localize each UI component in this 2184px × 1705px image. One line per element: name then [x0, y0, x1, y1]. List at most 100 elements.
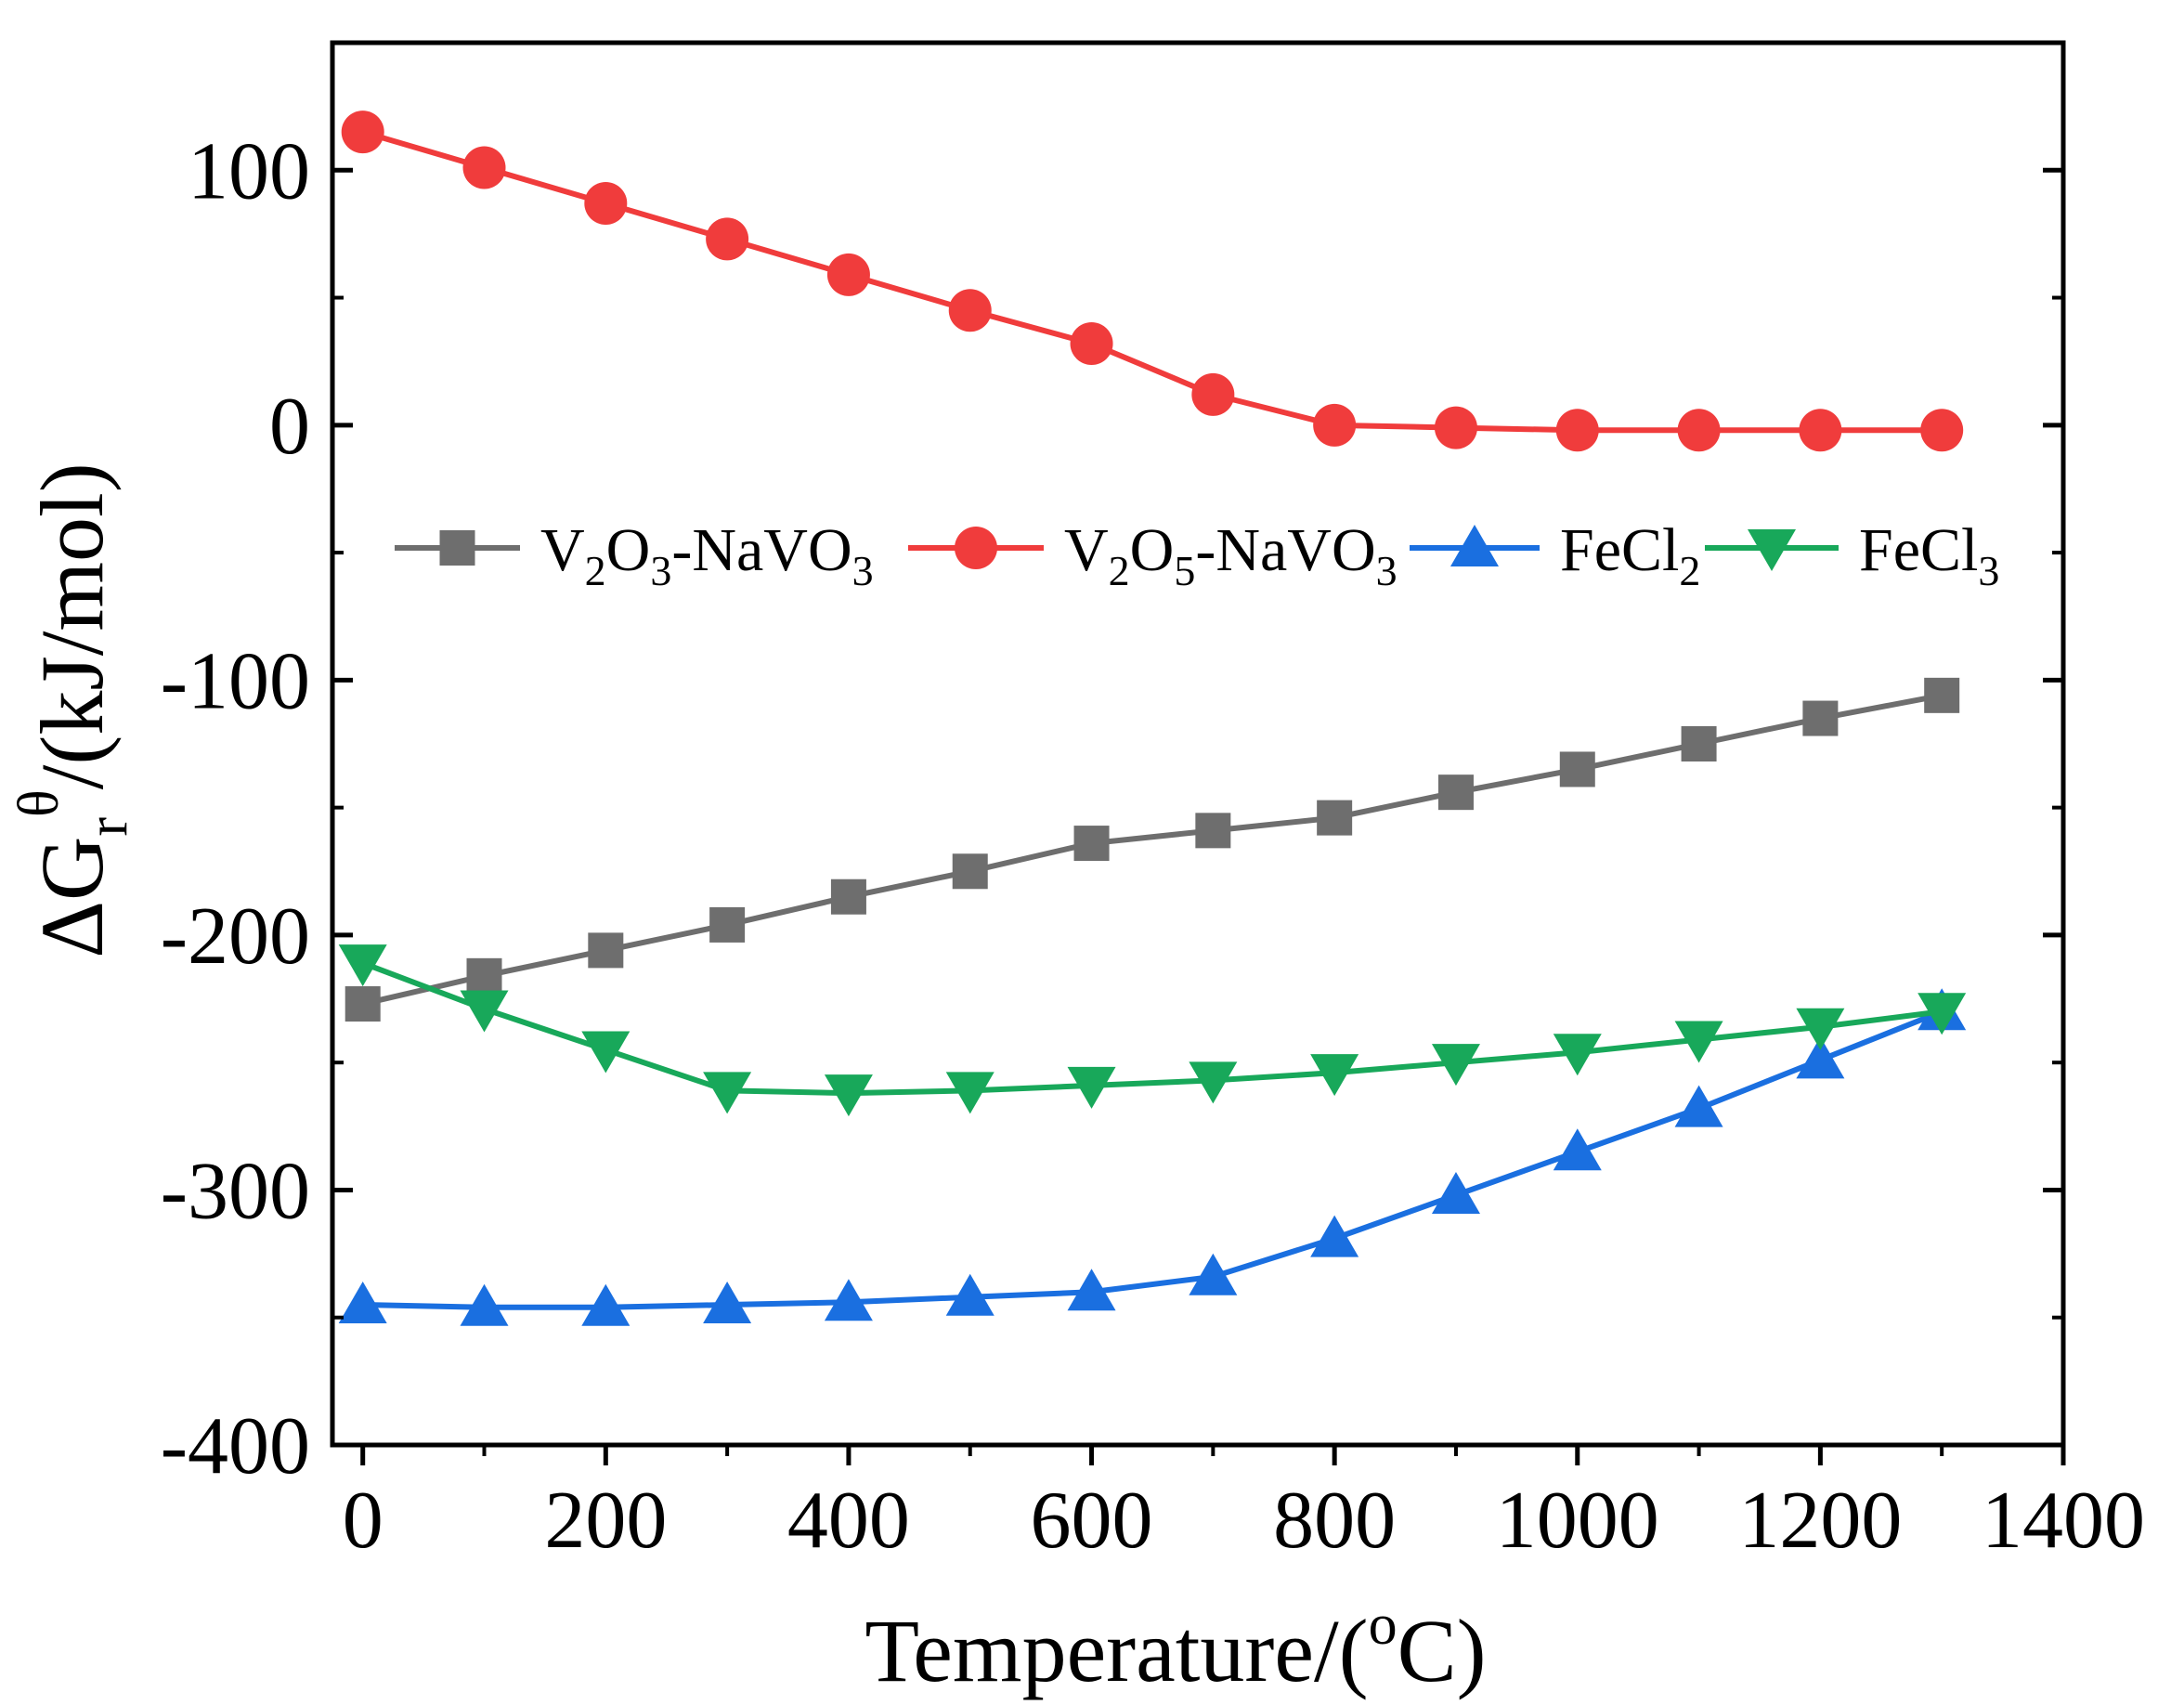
- data-point-fecl3-1300: [1918, 993, 1967, 1035]
- data-point-fecl2-600: [1067, 1269, 1116, 1311]
- data-point-fecl2-1200: [1796, 1036, 1845, 1079]
- x-tick-label: 800: [1273, 1476, 1396, 1566]
- data-point-v2o5-navo3-0: [341, 111, 384, 154]
- series-fecl3: [338, 944, 1967, 1117]
- x-tick-label: 400: [787, 1476, 910, 1566]
- data-point-v2o5-navo3-1000: [1555, 409, 1599, 452]
- data-point-fecl3-1100: [1674, 1021, 1723, 1063]
- x-tick-label: 1400: [1982, 1476, 2145, 1566]
- y-axis-title: ΔGrθ/(kJ/mol): [7, 462, 139, 957]
- x-tick-label: 1000: [1496, 1476, 1659, 1566]
- data-point-v2o5-navo3-1300: [1920, 409, 1964, 452]
- y-tick-label: -300: [161, 1146, 310, 1236]
- legend-label-v2o5-navo3: V2O5-NaVO3: [1064, 516, 1398, 594]
- y-axis-title-tail: /(kJ/mol): [22, 462, 122, 789]
- data-point-fecl3-1200: [1796, 1008, 1845, 1050]
- x-tick-label: 0: [343, 1476, 384, 1566]
- data-point-v2o3-navo3-1100: [1681, 726, 1717, 761]
- x-axis-title-main: Temperature/(: [864, 1601, 1368, 1700]
- data-point-fecl2-1000: [1553, 1128, 1602, 1171]
- y-tick-label: -100: [161, 636, 310, 726]
- series-fecl2: [338, 988, 1967, 1326]
- data-point-v2o5-navo3-200: [584, 181, 628, 225]
- data-point-v2o3-navo3-500: [952, 853, 988, 890]
- legend-item-fecl2: FeCl2: [1410, 516, 1700, 594]
- data-point-v2o5-navo3-600: [1070, 321, 1113, 365]
- data-point-fecl2-900: [1431, 1171, 1480, 1214]
- data-point-v2o3-navo3-700: [1195, 813, 1231, 849]
- data-point-fecl2-500: [945, 1273, 994, 1316]
- data-point-v2o3-navo3-100: [466, 957, 502, 994]
- data-point-v2o3-navo3-0: [344, 986, 381, 1022]
- data-point-fecl3-600: [1067, 1066, 1116, 1109]
- x-tick-label: 1200: [1738, 1476, 1902, 1566]
- data-point-fecl3-100: [460, 990, 509, 1033]
- x-axis-title-tail: C): [1398, 1601, 1487, 1700]
- series-line-fecl3: [361, 960, 1943, 1097]
- x-tick-label: 600: [1031, 1476, 1153, 1566]
- data-point-v2o3-navo3-300: [709, 906, 746, 943]
- legend-item-v2o3-navo3: V2O3-NaVO3: [395, 516, 874, 594]
- legend-item-v2o5-navo3: V2O5-NaVO3: [908, 516, 1398, 594]
- data-point-v2o3-navo3-800: [1317, 800, 1353, 836]
- axes-frame: [330, 40, 2066, 1448]
- data-point-v2o3-navo3-1000: [1559, 751, 1595, 787]
- x-axis-title-sup: o: [1369, 1594, 1398, 1657]
- y-tick-label: 100: [188, 126, 310, 216]
- data-point-fecl2-200: [581, 1283, 630, 1326]
- x-axis-title: Temperature/(oC): [864, 1594, 1486, 1700]
- data-point-v2o3-navo3-200: [588, 932, 624, 969]
- data-point-fecl2-800: [1310, 1215, 1359, 1257]
- y-axis-title-sub: r: [76, 817, 139, 837]
- legend-marker-fecl2: [1450, 525, 1499, 566]
- data-point-v2o5-navo3-900: [1434, 406, 1477, 449]
- data-point-v2o5-navo3-500: [948, 289, 992, 332]
- series-line-v2o3-navo3: [362, 692, 1943, 1007]
- data-point-v2o3-navo3-900: [1437, 774, 1474, 811]
- legend: V2O3-NaVO3 V2O5-NaVO3 FeCl2 FeCl3: [395, 516, 1999, 594]
- data-point-fecl2-700: [1189, 1253, 1238, 1295]
- data-point-fecl3-0: [338, 944, 387, 987]
- data-point-fecl3-500: [945, 1072, 994, 1114]
- data-point-v2o3-navo3-400: [830, 879, 866, 915]
- data-point-v2o5-navo3-300: [706, 217, 749, 261]
- plot-area: [338, 111, 1967, 1326]
- data-point-v2o5-navo3-400: [826, 253, 870, 296]
- legend-label-fecl2: FeCl2: [1560, 516, 1700, 594]
- series-v2o3-navo3: [344, 677, 1960, 1022]
- y-axis-title-sup: θ: [7, 789, 71, 817]
- y-tick-label: 0: [269, 382, 310, 472]
- data-point-v2o5-navo3-100: [462, 146, 506, 189]
- legend-item-fecl3: FeCl3: [1705, 516, 1999, 594]
- data-point-fecl3-800: [1310, 1054, 1359, 1097]
- data-point-fecl3-700: [1189, 1061, 1238, 1104]
- data-point-v2o3-navo3-1200: [1802, 700, 1839, 736]
- y-tick-label: -200: [161, 892, 310, 982]
- data-point-fecl3-300: [703, 1072, 752, 1114]
- y-axis-title-main: ΔG: [22, 837, 122, 958]
- series-v2o5-navo3: [341, 111, 1964, 452]
- data-point-fecl2-300: [703, 1282, 752, 1323]
- data-point-v2o5-navo3-1100: [1677, 409, 1721, 452]
- legend-label-fecl3: FeCl3: [1859, 516, 1999, 594]
- series-line-fecl2: [362, 1009, 1944, 1310]
- data-point-fecl2-1100: [1674, 1085, 1723, 1127]
- data-point-v2o5-navo3-700: [1191, 372, 1235, 416]
- legend-label-v2o3-navo3: V2O3-NaVO3: [540, 516, 874, 594]
- data-point-v2o3-navo3-1300: [1924, 677, 1960, 713]
- data-point-fecl2-400: [824, 1279, 873, 1321]
- legend-marker-v2o3-navo3: [439, 530, 475, 566]
- legend-marker-fecl3: [1748, 529, 1796, 571]
- y-tick-label: -400: [161, 1401, 310, 1491]
- data-point-v2o5-navo3-800: [1313, 403, 1357, 447]
- data-point-fecl3-200: [581, 1031, 630, 1074]
- data-point-v2o3-navo3-600: [1073, 826, 1110, 862]
- legend-marker-v2o5-navo3: [955, 527, 997, 569]
- data-point-fecl2-0: [338, 1282, 387, 1323]
- data-point-fecl2-100: [460, 1283, 509, 1326]
- data-point-fecl3-900: [1431, 1044, 1480, 1087]
- data-point-fecl3-1000: [1553, 1034, 1602, 1076]
- data-point-v2o5-navo3-1200: [1799, 409, 1842, 452]
